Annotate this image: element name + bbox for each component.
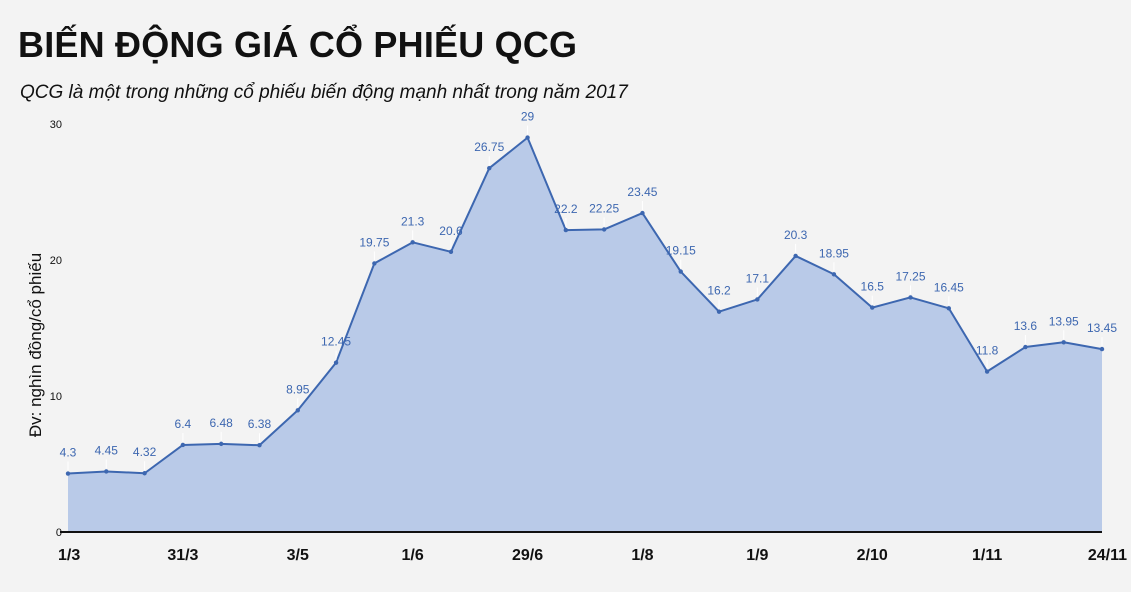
data-label: 16.45 (934, 280, 964, 294)
data-label: 20.6 (439, 224, 463, 238)
x-tick-label: 1/3 (58, 547, 80, 564)
data-label: 21.3 (401, 214, 425, 228)
data-label: 4.45 (95, 443, 119, 457)
x-tick-label: 31/3 (167, 547, 198, 564)
data-label: 13.6 (1014, 319, 1038, 333)
data-label: 6.38 (248, 417, 272, 431)
data-label: 11.8 (976, 344, 999, 358)
data-label: 6.4 (175, 417, 192, 431)
data-label: 20.3 (784, 228, 808, 242)
chart-title: BIẾN ĐỘNG GIÁ CỔ PHIẾU QCG (18, 24, 578, 65)
data-point (640, 210, 645, 216)
data-label: 12.45 (321, 335, 351, 349)
x-tick-label: 24/11 (1088, 547, 1127, 564)
data-label: 22.25 (589, 201, 619, 215)
data-point (218, 441, 224, 447)
data-point (563, 227, 569, 233)
x-tick-label: 1/11 (972, 547, 1002, 564)
data-point (793, 253, 798, 259)
data-point (716, 309, 722, 314)
data-label: 17.1 (746, 271, 770, 285)
data-point (1099, 346, 1105, 352)
y-tick-label: 30 (50, 119, 62, 131)
data-point (410, 240, 415, 245)
data-point (180, 442, 186, 448)
y-tick-label: 10 (50, 391, 62, 403)
data-point (946, 306, 952, 311)
series-line (67, 136, 1103, 475)
data-point (678, 269, 683, 274)
data-label: 4.32 (133, 445, 157, 459)
data-point (831, 272, 837, 277)
data-label: 13.95 (1049, 314, 1079, 328)
x-tick-label: 3/5 (287, 547, 309, 564)
data-point (333, 360, 339, 365)
data-point (984, 369, 990, 374)
data-point (487, 166, 492, 171)
x-tick-label: 1/6 (402, 547, 424, 564)
data-point (1061, 340, 1066, 345)
data-point (257, 443, 262, 448)
data-label: 22.2 (554, 202, 578, 216)
data-label: 13.45 (1087, 321, 1117, 335)
data-point (1023, 344, 1028, 350)
data-point (448, 249, 454, 255)
data-point (142, 471, 147, 476)
x-tick-label: 29/6 (512, 547, 543, 564)
data-point (870, 305, 875, 310)
data-label: 6.48 (210, 416, 234, 430)
data-point (372, 261, 377, 266)
data-point (525, 135, 530, 140)
data-label: 16.2 (707, 284, 731, 298)
data-label: 23.45 (627, 185, 657, 199)
data-label: 19.75 (359, 235, 389, 249)
x-tick-label: 1/8 (631, 547, 653, 564)
data-label: 19.15 (666, 244, 696, 258)
data-label: 8.95 (286, 382, 310, 396)
x-tick-label: 1/9 (746, 547, 768, 564)
data-point (104, 469, 109, 474)
data-label: 17.25 (896, 269, 926, 283)
data-point (295, 408, 300, 413)
chart-subtitle: QCG là một trong những cổ phiếu biến độn… (20, 82, 628, 103)
data-label: 18.95 (819, 246, 849, 260)
data-label: 29 (521, 110, 535, 124)
area-fill (68, 137, 1102, 532)
y-tick-label: 20 (50, 255, 62, 267)
x-tick-label: 2/10 (857, 547, 888, 564)
data-point (65, 471, 71, 476)
data-label: 4.3 (60, 446, 77, 460)
data-label: 16.5 (861, 280, 885, 294)
data-point (908, 295, 913, 300)
y-tick-label: 0 (56, 527, 62, 539)
data-point (755, 297, 760, 302)
data-point (601, 227, 607, 232)
data-label: 26.75 (474, 140, 504, 154)
